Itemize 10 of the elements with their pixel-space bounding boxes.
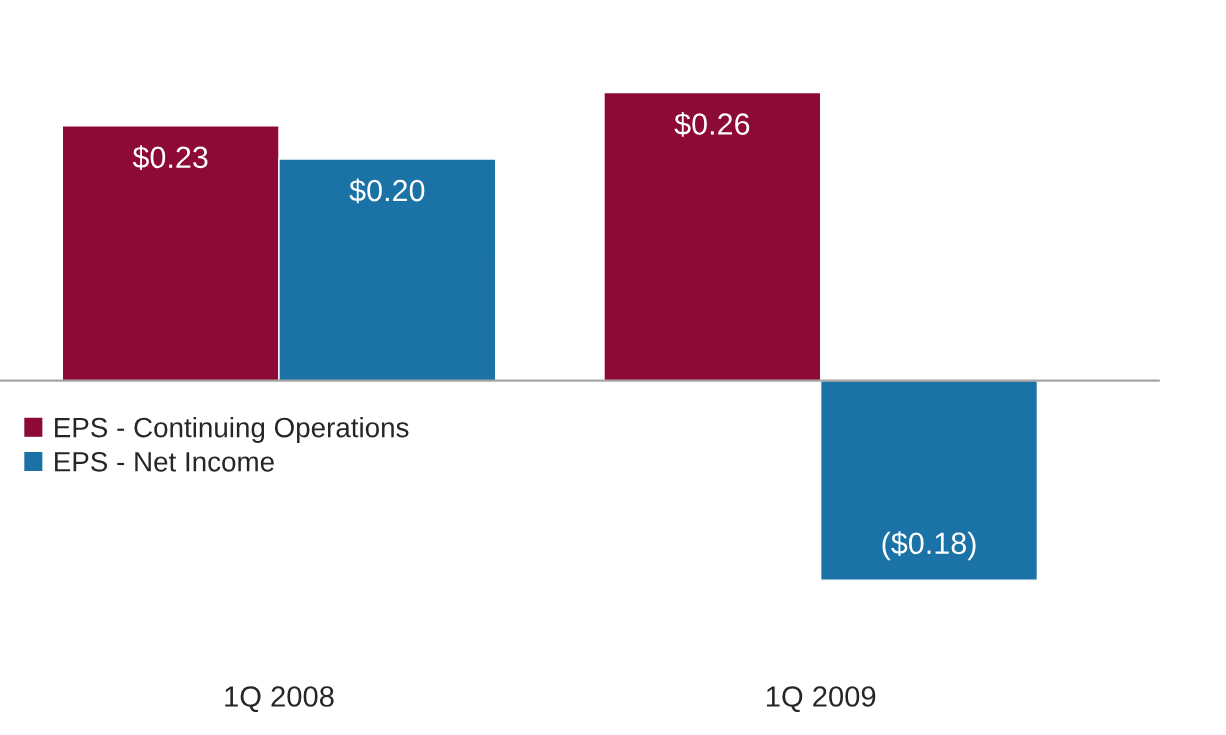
data-label: ($0.18) bbox=[882, 531, 976, 561]
legend-label: EPS - Continuing Operations bbox=[55, 417, 409, 443]
x-tick-label: 1Q 2009 bbox=[766, 686, 876, 713]
bar bbox=[603, 91, 822, 382]
data-label: $0.26 bbox=[674, 111, 750, 137]
bar bbox=[819, 379, 1039, 581]
data-label: $0.23 bbox=[132, 145, 208, 170]
x-tick-label: 1Q 2008 bbox=[225, 686, 334, 713]
data-label: $0.20 bbox=[349, 178, 425, 204]
legend-label: EPS - Net Income bbox=[55, 451, 274, 472]
